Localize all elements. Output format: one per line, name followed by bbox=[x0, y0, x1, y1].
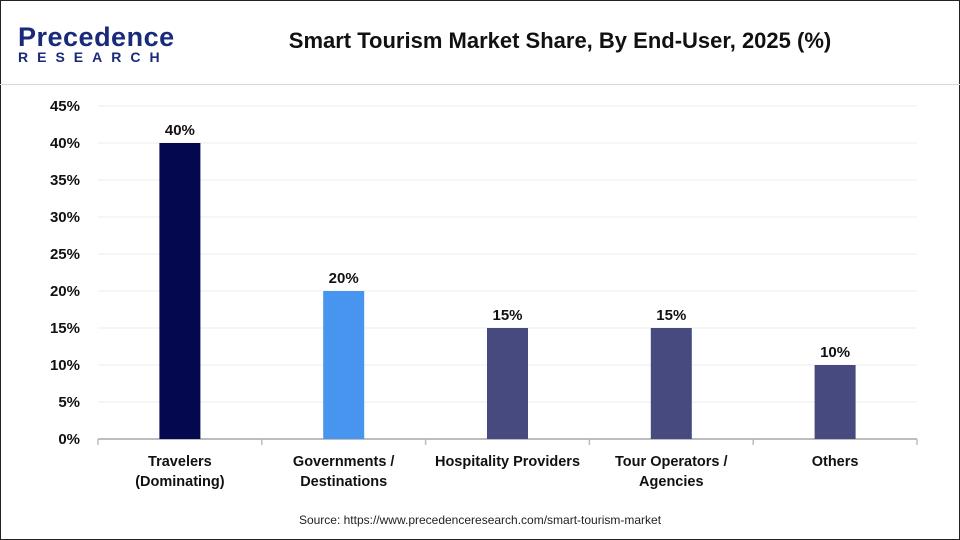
header: Precedence RESEARCH Smart Tourism Market… bbox=[0, 0, 960, 85]
y-tick-label: 0% bbox=[58, 431, 80, 448]
data-label: 40% bbox=[165, 122, 195, 139]
x-category-label: Travelers bbox=[148, 454, 212, 470]
bar bbox=[650, 328, 692, 439]
bar bbox=[323, 291, 365, 439]
x-category-label: Hospitality Providers bbox=[435, 454, 580, 470]
y-tick-label: 15% bbox=[50, 320, 80, 337]
data-label: 20% bbox=[329, 270, 359, 287]
x-category-label: Agencies bbox=[639, 474, 703, 490]
logo: Precedence RESEARCH bbox=[18, 22, 175, 65]
logo-subtext: RESEARCH bbox=[18, 49, 169, 65]
x-category-label: (Dominating) bbox=[135, 474, 225, 490]
x-category-label: Others bbox=[812, 454, 859, 470]
data-label: 10% bbox=[820, 344, 850, 361]
y-tick-label: 30% bbox=[50, 209, 80, 226]
y-tick-label: 20% bbox=[50, 283, 80, 300]
x-category-label: Destinations bbox=[300, 474, 387, 490]
y-tick-label: 40% bbox=[50, 135, 80, 152]
y-tick-label: 25% bbox=[50, 246, 80, 263]
source-text: Source: https://www.precedenceresearch.c… bbox=[298, 513, 662, 527]
bar bbox=[159, 143, 201, 439]
y-tick-label: 10% bbox=[50, 357, 80, 374]
chart-title: Smart Tourism Market Share, By End-User,… bbox=[288, 28, 832, 53]
bar bbox=[814, 365, 856, 439]
data-label: 15% bbox=[492, 307, 522, 324]
y-tick-label: 35% bbox=[50, 172, 80, 189]
data-label: 15% bbox=[656, 307, 686, 324]
logo-text: Precedence bbox=[18, 22, 175, 52]
y-tick-label: 45% bbox=[50, 98, 80, 115]
x-category-label: Tour Operators / bbox=[615, 454, 728, 470]
bar bbox=[487, 328, 528, 439]
y-tick-label: 5% bbox=[58, 394, 80, 411]
x-category-label: Governments / bbox=[293, 454, 395, 470]
